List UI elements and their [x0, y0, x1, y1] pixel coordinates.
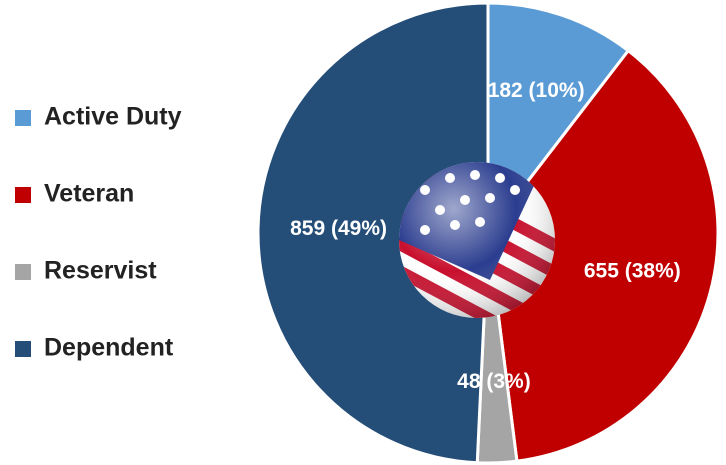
legend-label: Veteran	[44, 180, 134, 208]
legend-swatch	[15, 110, 31, 126]
flag-ball	[399, 162, 555, 318]
slice	[486, 48, 720, 463]
legend-swatch	[15, 187, 31, 203]
legend-label: Active Duty	[44, 103, 182, 131]
legend-swatch	[15, 264, 31, 280]
legend: Active Duty Veteran Reservist Dependent	[15, 103, 182, 362]
data-label: 859 (49%)	[290, 217, 387, 240]
data-label: 182 (10%)	[488, 79, 585, 102]
legend-label: Dependent	[44, 334, 174, 362]
slice	[256, 1, 490, 465]
legend-swatch	[15, 341, 31, 357]
data-label: 655 (38%)	[584, 260, 681, 283]
data-label: 48 (3%)	[457, 370, 531, 393]
slice	[486, 1, 631, 238]
legend-label: Reservist	[44, 257, 157, 285]
